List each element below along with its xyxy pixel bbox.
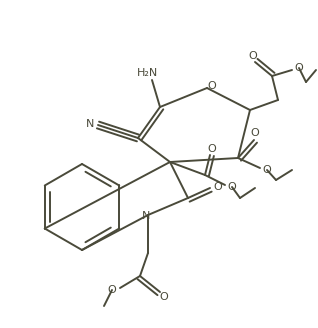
Text: O: O bbox=[160, 292, 168, 302]
Text: O: O bbox=[263, 165, 271, 175]
Text: N: N bbox=[86, 119, 94, 129]
Text: O: O bbox=[251, 128, 259, 138]
Text: O: O bbox=[294, 63, 303, 73]
Text: O: O bbox=[249, 51, 257, 61]
Text: H₂N: H₂N bbox=[137, 68, 159, 78]
Text: O: O bbox=[228, 182, 236, 192]
Text: N: N bbox=[142, 211, 150, 221]
Text: O: O bbox=[214, 182, 222, 192]
Text: O: O bbox=[107, 285, 116, 295]
Text: O: O bbox=[208, 81, 216, 91]
Text: O: O bbox=[208, 144, 216, 154]
